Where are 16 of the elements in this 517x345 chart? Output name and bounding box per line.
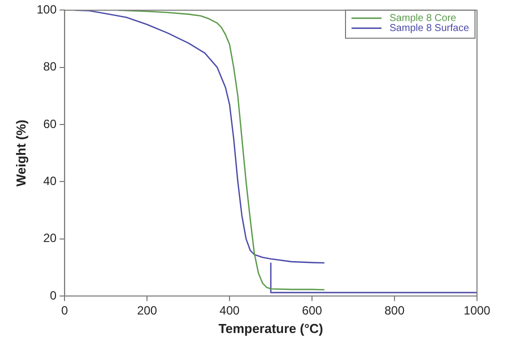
x-axis-title: Temperature (°C) [218, 320, 324, 336]
legend-label: Sample 8 Core [390, 12, 457, 24]
x-tick-label: 600 [302, 304, 322, 318]
x-tick-label: 0 [61, 304, 68, 318]
legend-label: Sample 8 Surface [390, 22, 470, 34]
x-tick-label: 400 [220, 304, 240, 318]
x-tick-label: 800 [384, 304, 405, 318]
y-tick-label: 100 [36, 2, 57, 17]
y-tick-label: 0 [50, 288, 57, 302]
y-tick-label: 60 [43, 116, 57, 131]
y-tick-label: 20 [43, 231, 57, 246]
x-tick-label: 200 [137, 304, 158, 318]
y-axis-title: Weight (%) [13, 120, 28, 187]
y-tick-label: 80 [43, 60, 57, 74]
x-tick-label: 1000 [464, 304, 491, 318]
y-tick-label: 40 [43, 174, 57, 188]
